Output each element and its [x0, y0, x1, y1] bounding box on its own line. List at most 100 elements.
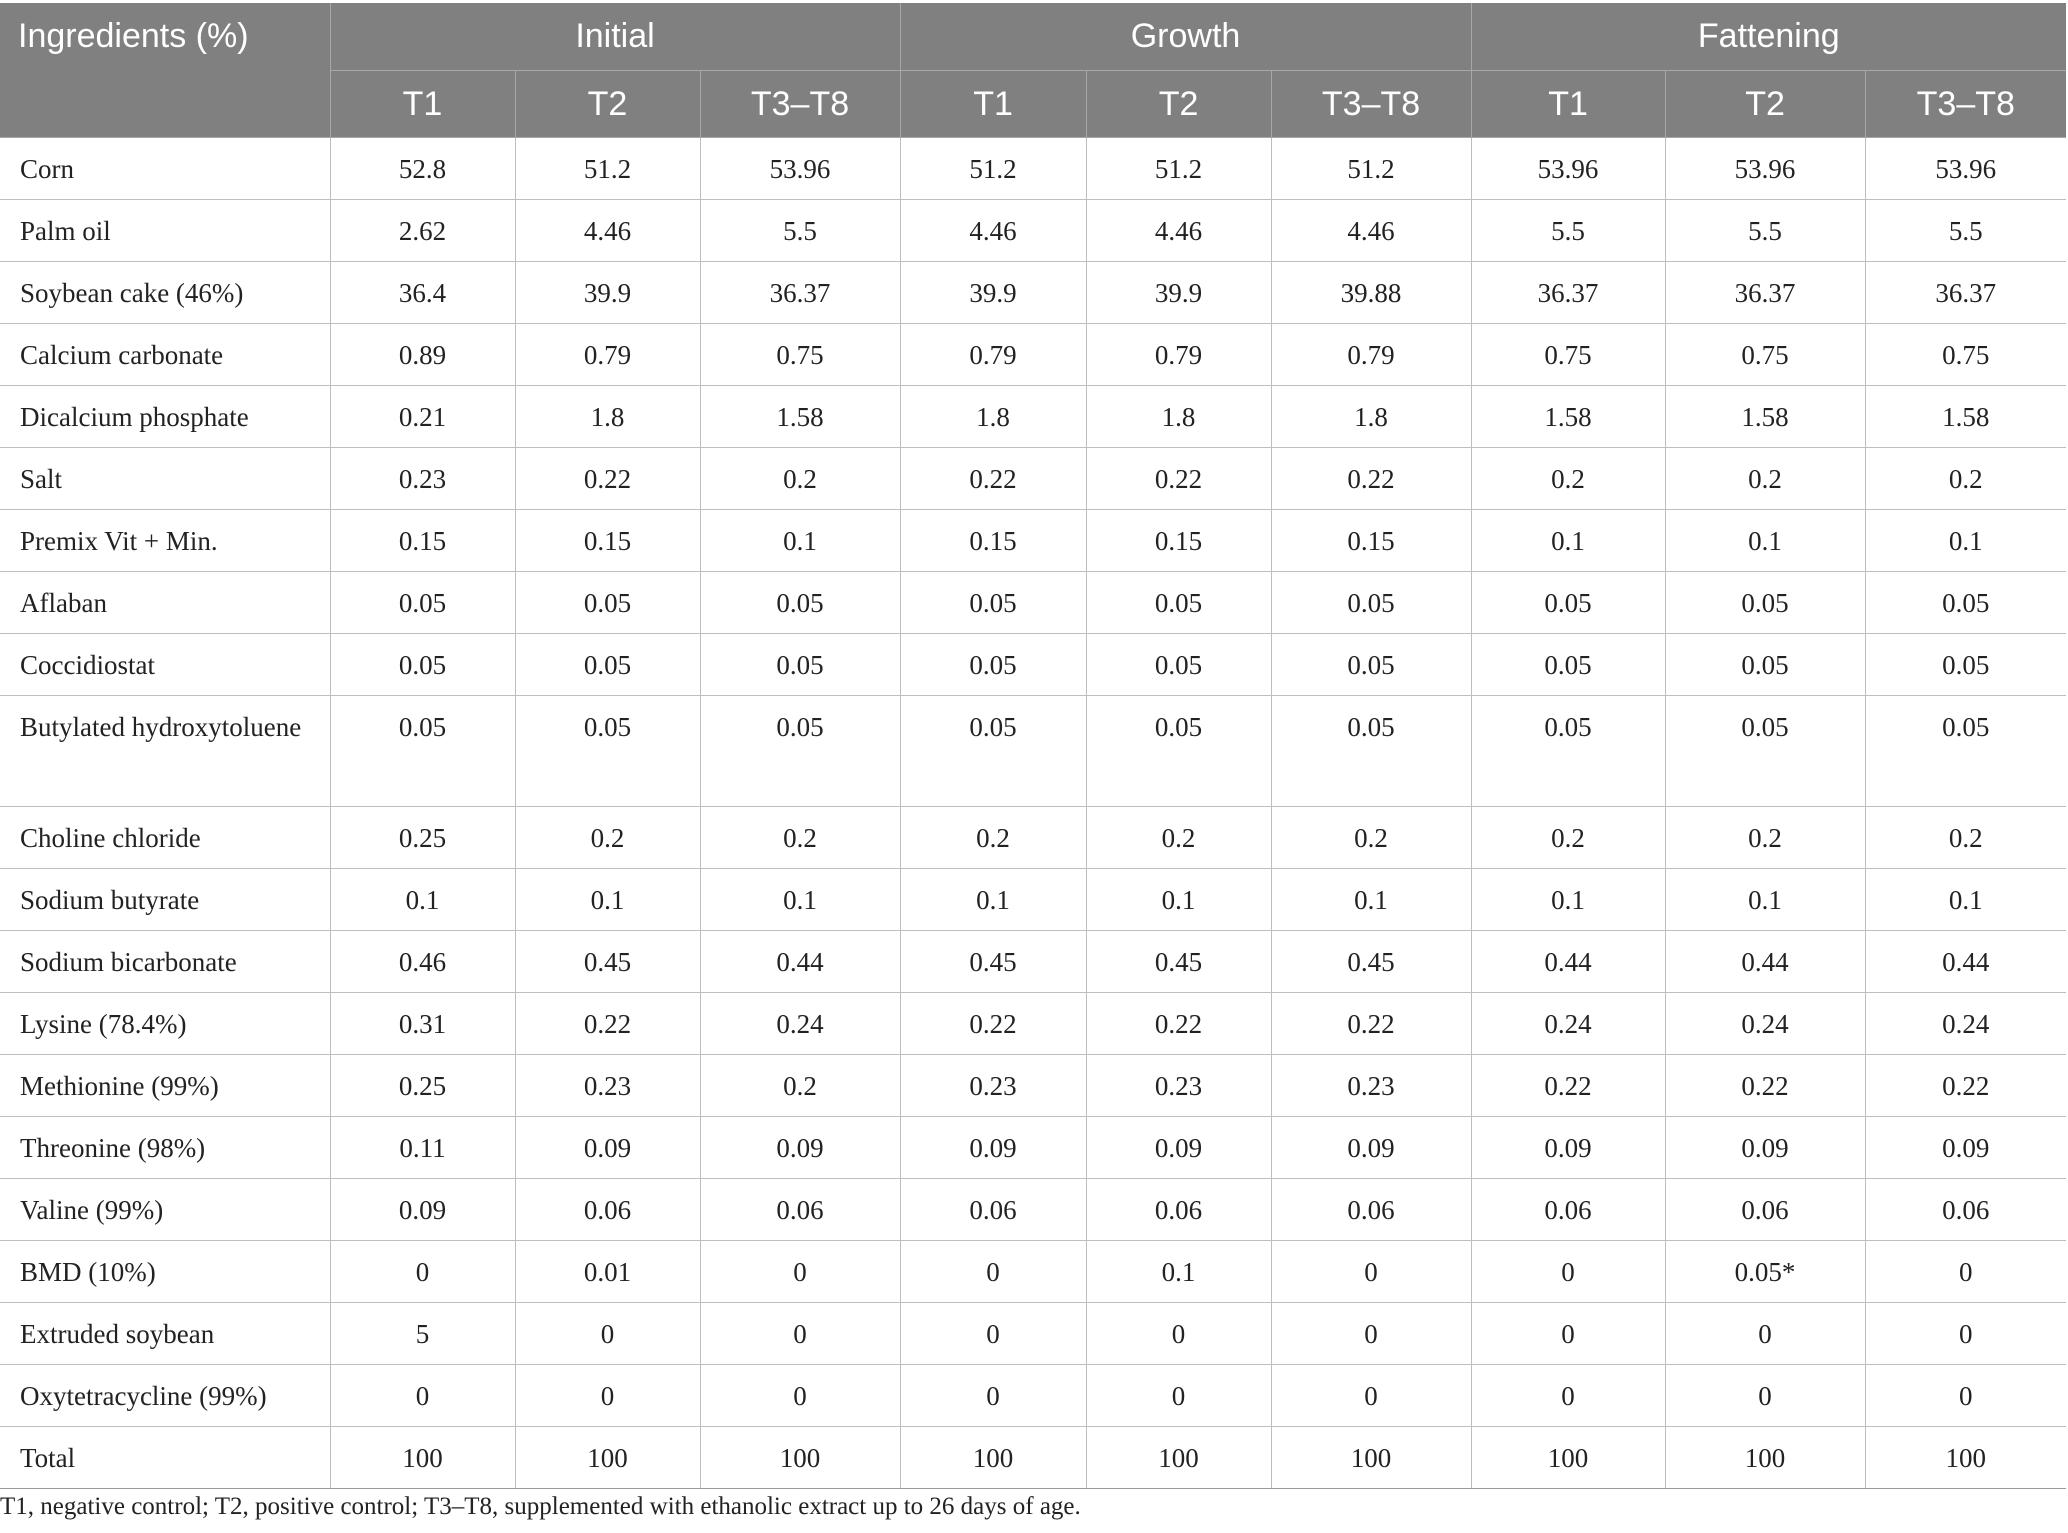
- value-cell: 1.8: [899, 385, 1087, 448]
- ingredient-name-cell: Premix Vit + Min.: [0, 509, 330, 572]
- table-row: Butylated hydroxytoluene 0.05 0.05 0.05 0.05…: [0, 695, 2067, 807]
- value-cell: 0.22: [1470, 1054, 1666, 1117]
- table-header: Ingredients (%) Initial Growth Fattening…: [0, 3, 2067, 138]
- value-cell: 0.09: [514, 1116, 700, 1179]
- value-cell: 0.75: [1664, 323, 1866, 386]
- value-cell: 0.2: [899, 806, 1087, 869]
- table-row: Total 100 100 100 100 100 100 100 100 100: [0, 1426, 2067, 1489]
- value-cell: 0.2: [514, 806, 700, 869]
- value-cell: 0.05: [899, 571, 1087, 634]
- value-cell: 0.05: [1085, 633, 1272, 696]
- value-cell: 0.22: [1864, 1054, 2067, 1117]
- table-row: Valine (99%) 0.09 0.06 0.06 0.06 0.06 0.06 0.06…: [0, 1178, 2067, 1241]
- value-cell: 0.09: [329, 1178, 515, 1241]
- value-cell: 0.1: [1864, 868, 2067, 931]
- value-cell: 0: [1470, 1302, 1666, 1365]
- ingredients-table: Ingredients (%) Initial Growth Fattening…: [0, 3, 2067, 1489]
- value-cell: 0.22: [1085, 447, 1272, 510]
- value-cell: 0.09: [1664, 1116, 1866, 1179]
- value-cell: 51.2: [1270, 137, 1472, 200]
- ingredient-name-cell: Coccidiostat: [0, 633, 330, 696]
- value-cell: 0.05: [1864, 571, 2067, 634]
- ingredient-name-cell: Total: [0, 1426, 330, 1489]
- value-cell: 0.75: [699, 323, 901, 386]
- value-cell: 36.37: [699, 261, 901, 324]
- value-cell: 0.1: [1470, 509, 1666, 572]
- value-cell: 0.05: [699, 695, 901, 807]
- value-cell: 0: [514, 1302, 700, 1365]
- ingredient-name-cell: Palm oil: [0, 199, 330, 262]
- value-cell: 0.44: [1864, 930, 2067, 993]
- value-cell: 51.2: [1085, 137, 1272, 200]
- value-cell: 0.2: [699, 806, 901, 869]
- value-cell: 0.06: [1664, 1178, 1866, 1241]
- value-cell: 53.96: [699, 137, 901, 200]
- ingredient-name-cell: Dicalcium phosphate: [0, 385, 330, 448]
- value-cell: 0.2: [1270, 806, 1472, 869]
- value-cell: 0.1: [514, 868, 700, 931]
- treatment-header: T3–T8: [699, 70, 901, 138]
- value-cell: 0.23: [1270, 1054, 1472, 1117]
- value-cell: 0.22: [1270, 992, 1472, 1055]
- value-cell: 4.46: [1085, 199, 1272, 262]
- value-cell: 0.24: [1470, 992, 1666, 1055]
- value-cell: 0.05: [1664, 571, 1866, 634]
- value-cell: 5.5: [1864, 199, 2067, 262]
- value-cell: 0.45: [1270, 930, 1472, 993]
- value-cell: 0.24: [1864, 992, 2067, 1055]
- value-cell: 100: [514, 1426, 700, 1489]
- value-cell: 51.2: [899, 137, 1087, 200]
- ingredient-name-cell: Choline chloride: [0, 806, 330, 869]
- ingredient-name-cell: Butylated hydroxytoluene: [0, 695, 330, 807]
- table-row: Methionine (99%) 0.25 0.23 0.2 0.23 0.23 0.23 0…: [0, 1054, 2067, 1117]
- value-cell: 0.89: [329, 323, 515, 386]
- value-cell: 0.05: [1864, 633, 2067, 696]
- value-cell: 2.62: [329, 199, 515, 262]
- ingredient-name-cell: Methionine (99%): [0, 1054, 330, 1117]
- value-cell: 0: [1864, 1302, 2067, 1365]
- value-cell: 1.58: [1864, 385, 2067, 448]
- phase-header-growth: Growth: [899, 3, 1472, 71]
- value-cell: 0.05: [1270, 695, 1472, 807]
- table-body: Corn 52.8 51.2 53.96 51.2 51.2 51.2 53.96 53.96 5…: [0, 137, 2067, 1489]
- value-cell: 0.15: [899, 509, 1087, 572]
- value-cell: 39.9: [514, 261, 700, 324]
- value-cell: 0.06: [699, 1178, 901, 1241]
- ingredient-name-cell: Calcium carbonate: [0, 323, 330, 386]
- ingredient-name-cell: Threonine (98%): [0, 1116, 330, 1179]
- value-cell: 0.1: [699, 868, 901, 931]
- value-cell: 0: [699, 1364, 901, 1427]
- value-cell: 100: [1270, 1426, 1472, 1489]
- value-cell: 0.79: [1085, 323, 1272, 386]
- value-cell: 0.79: [899, 323, 1087, 386]
- value-cell: 0: [1664, 1302, 1866, 1365]
- value-cell: 0.2: [1664, 806, 1866, 869]
- value-cell: 0.1: [1664, 509, 1866, 572]
- value-cell: 0: [899, 1302, 1087, 1365]
- table-row: Aflaban 0.05 0.05 0.05 0.05 0.05 0.05 0.05 0.05 0…: [0, 571, 2067, 634]
- treatment-header: T2: [514, 70, 700, 138]
- treatment-header: T3–T8: [1864, 70, 2067, 138]
- value-cell: 0.31: [329, 992, 515, 1055]
- value-cell: 0.1: [699, 509, 901, 572]
- value-cell: 0.23: [1085, 1054, 1272, 1117]
- value-cell: 36.37: [1664, 261, 1866, 324]
- treatment-header: T1: [899, 70, 1087, 138]
- value-cell: 0.05: [1664, 695, 1866, 807]
- value-cell: 0: [1470, 1240, 1666, 1303]
- value-cell: 0.22: [899, 992, 1087, 1055]
- treatment-header: T1: [329, 70, 515, 138]
- value-cell: 0.15: [329, 509, 515, 572]
- value-cell: 53.96: [1864, 137, 2067, 200]
- ingredient-name-cell: Sodium butyrate: [0, 868, 330, 931]
- value-cell: 0.05: [1864, 695, 2067, 807]
- value-cell: 0.09: [1085, 1116, 1272, 1179]
- value-cell: 36.4: [329, 261, 515, 324]
- treatment-header: T3–T8: [1270, 70, 1472, 138]
- value-cell: 0.05: [1470, 633, 1666, 696]
- value-cell: 0.45: [899, 930, 1087, 993]
- value-cell: 0.05: [899, 633, 1087, 696]
- value-cell: 0.05: [1270, 571, 1472, 634]
- table-row: Coccidiostat 0.05 0.05 0.05 0.05 0.05 0.05 0.05…: [0, 633, 2067, 696]
- value-cell: 0.15: [514, 509, 700, 572]
